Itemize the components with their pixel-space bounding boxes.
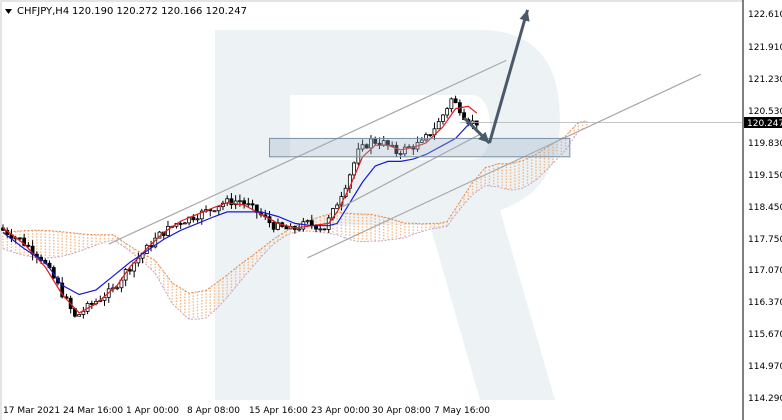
- dropdown-triangle-icon[interactable]: [5, 9, 12, 14]
- indicator-line-tenkan-sen: [2, 105, 478, 314]
- channel-lower-line: [307, 73, 702, 259]
- annotations: [108, 9, 702, 259]
- candle-body: [60, 282, 65, 298]
- candle-body: [178, 223, 183, 225]
- x-tick: 8 Apr 08:00: [187, 406, 240, 416]
- indicator-line-kijun-sen: [2, 121, 477, 296]
- chart-header: CHFJPY,H4 120.190 120.272 120.166 120.24…: [5, 6, 247, 17]
- candle-body: [182, 222, 187, 225]
- candle-body: [318, 228, 323, 231]
- candle-body: [335, 204, 340, 209]
- candle-body: [352, 162, 356, 176]
- candle-body: [212, 210, 217, 213]
- y-tick: 118.450: [748, 203, 782, 213]
- candle-body: [284, 226, 289, 230]
- candle-body: [424, 134, 428, 141]
- x-tick: 7 May 16:00: [434, 406, 490, 416]
- candle-body: [242, 200, 247, 205]
- x-axis: 17 Mar 2021 24 Mar 16:00 1 Apr 00:00 8 A…: [3, 406, 490, 416]
- y-tick: 116.370: [748, 298, 782, 308]
- candle-body: [309, 220, 314, 226]
- candle-body: [22, 237, 27, 246]
- candle-body: [356, 148, 361, 164]
- candle-body: [360, 144, 365, 150]
- watermark-logo: [215, 30, 560, 400]
- candle-body: [250, 203, 255, 206]
- x-tick: 1 Apr 00:00: [126, 406, 179, 416]
- indicator-lines: [2, 105, 743, 314]
- y-tick: 117.070: [748, 266, 782, 276]
- y-tick: 117.750: [748, 235, 782, 245]
- current-price-text: 120.247: [747, 119, 782, 129]
- candle-body: [89, 302, 94, 305]
- candle-body: [402, 146, 407, 155]
- candle-body: [301, 221, 306, 230]
- senkou-span-a: [2, 120, 587, 294]
- candle-body: [77, 314, 82, 317]
- candle-body: [271, 222, 276, 230]
- channel-mid-line: [341, 133, 482, 208]
- candle-body: [364, 144, 369, 149]
- x-tick: 15 Apr 16:00: [249, 406, 308, 416]
- symbol-timeframe: CHFJPY,H4: [17, 6, 69, 17]
- x-tick: 30 Apr 08:00: [372, 406, 431, 416]
- candle-body: [453, 98, 458, 104]
- x-tick: 23 Apr 00:00: [311, 406, 370, 416]
- candle-body: [81, 310, 86, 315]
- arrow-down-head: [478, 131, 490, 144]
- y-tick: 115.670: [748, 330, 782, 340]
- candle-body: [297, 228, 302, 231]
- y-tick: 119.830: [748, 139, 782, 149]
- candle-body: [191, 216, 196, 221]
- candle-body: [305, 220, 310, 223]
- candle-body: [216, 206, 221, 212]
- x-tick: 24 Mar 16:00: [63, 406, 123, 416]
- x-tick: 17 Mar 2021: [3, 406, 60, 416]
- arrow-up-head: [519, 9, 530, 22]
- candle-body: [449, 98, 454, 110]
- current-price-label: 120.247: [744, 117, 782, 129]
- candle-body: [195, 218, 200, 221]
- ohlc-values: 120.190 120.272 120.166 120.247: [72, 6, 247, 17]
- candle-body: [26, 244, 31, 247]
- candle-body: [115, 287, 120, 290]
- y-tick: 114.290: [748, 394, 782, 404]
- current-price-box: [744, 117, 782, 128]
- candle-body: [441, 114, 445, 122]
- candle-body: [322, 228, 327, 231]
- y-tick: 121.910: [748, 43, 782, 53]
- candle-body: [233, 200, 238, 206]
- y-tick: 114.970: [748, 362, 782, 372]
- candle-body: [199, 210, 204, 220]
- candle-body: [398, 153, 403, 155]
- candle-body: [237, 200, 242, 203]
- candle-body: [18, 237, 22, 240]
- y-tick: 119.150: [748, 171, 782, 181]
- y-tick: 122.610: [748, 10, 782, 20]
- channel-upper-line: [108, 59, 507, 245]
- candle-body: [347, 174, 352, 189]
- candle-body: [127, 269, 132, 272]
- candle-body: [229, 198, 234, 206]
- candle-body: [428, 134, 433, 137]
- support-zone: [268, 137, 571, 158]
- arrow-up-shaft: [488, 9, 529, 144]
- candle-body: [436, 121, 441, 130]
- candle-body: [246, 203, 251, 206]
- candle-body: [407, 146, 411, 149]
- y-axis: 122.610 121.910 121.230 120.530 119.830 …: [748, 10, 782, 404]
- candle-body: [102, 296, 107, 301]
- y-tick: 121.230: [748, 75, 782, 85]
- candle-body: [445, 108, 450, 116]
- candle-body: [419, 139, 424, 143]
- y-tick: 120.530: [748, 107, 782, 117]
